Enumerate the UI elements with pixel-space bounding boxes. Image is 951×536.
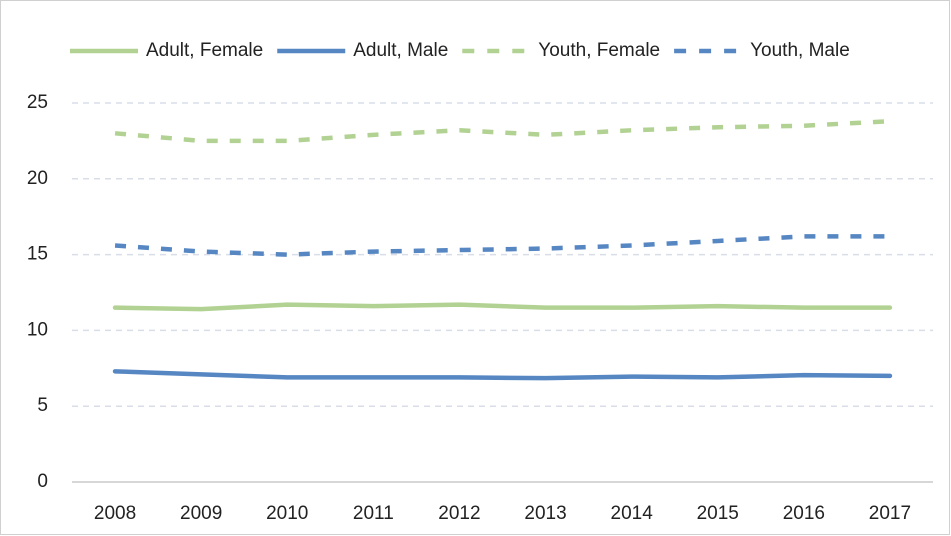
y-tick-label: 10	[27, 319, 48, 340]
legend-label: Adult, Male	[353, 40, 448, 61]
x-tick-label: 2011	[353, 503, 394, 524]
x-tick-label: 2008	[94, 503, 136, 524]
y-tick-label: 15	[27, 244, 48, 265]
x-tick-label: 2015	[697, 503, 739, 524]
x-tick-label: 2009	[180, 503, 222, 524]
x-tick-label: 2016	[783, 503, 825, 524]
y-tick-label: 0	[37, 471, 48, 492]
x-tick-label: 2012	[438, 503, 480, 524]
legend-label: Youth, Female	[538, 40, 660, 61]
series-line	[112, 302, 893, 312]
y-tick-label: 25	[27, 92, 48, 113]
legend-label: Youth, Male	[750, 40, 850, 61]
x-tick-label: 2014	[611, 503, 654, 524]
series-line	[114, 234, 890, 257]
series-line	[112, 369, 893, 381]
y-tick-label: 20	[27, 168, 48, 189]
x-tick-label: 2013	[524, 503, 566, 524]
y-tick-label: 5	[37, 395, 48, 416]
legend-label: Adult, Female	[146, 40, 263, 61]
series-line	[114, 118, 891, 144]
x-tick-label: 2017	[869, 503, 911, 524]
x-tick-label: 2010	[266, 503, 308, 524]
